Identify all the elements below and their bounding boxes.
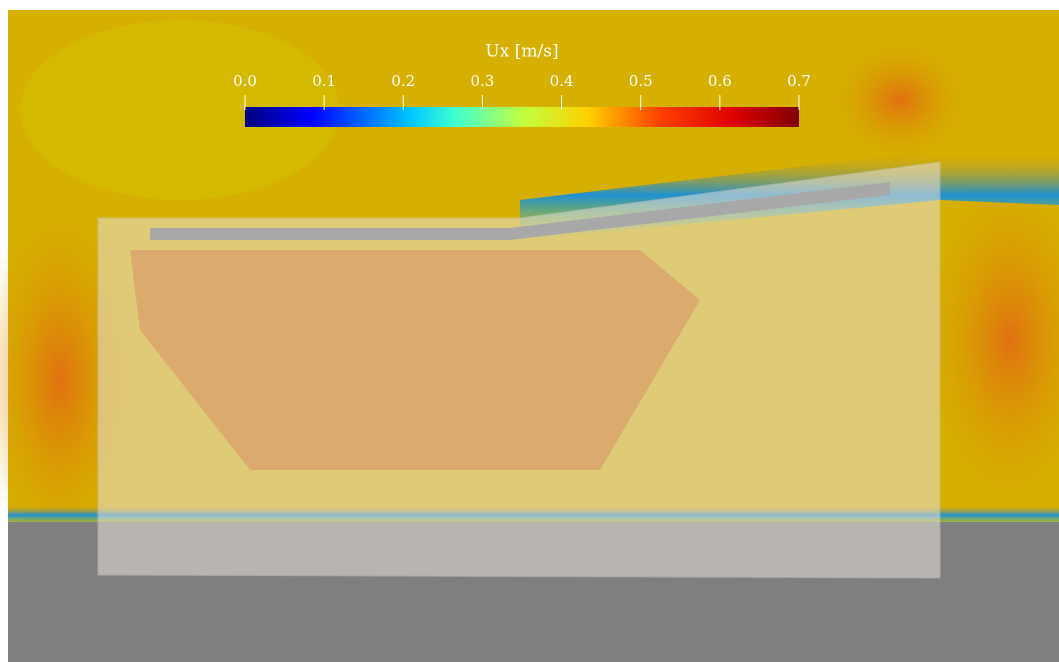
colorbar-tick-label: 0.3 xyxy=(470,72,494,90)
render-view: Ux [m/s] 0.0 0.1 0.2 0.3 0.4 0.5 0.6 0.7 xyxy=(0,0,1059,662)
colorbar-tick-label: 0.6 xyxy=(708,72,732,90)
colorbar-tick-label: 0.0 xyxy=(233,72,257,90)
colorbar-title: Ux [m/s] xyxy=(485,42,558,62)
colorbar-tick-label: 0.5 xyxy=(629,72,653,90)
colorbar xyxy=(245,107,799,127)
flow-region xyxy=(830,40,970,160)
colorbar-tick-label: 0.1 xyxy=(312,72,336,90)
colorbar-tick-label: 0.4 xyxy=(550,72,574,90)
colorbar-tick-label: 0.2 xyxy=(391,72,415,90)
colorbar-tick-label: 0.7 xyxy=(787,72,811,90)
page: Ux [m/s] 0.00.10.20.30.40.50.60.7 (() =>… xyxy=(0,0,1059,662)
